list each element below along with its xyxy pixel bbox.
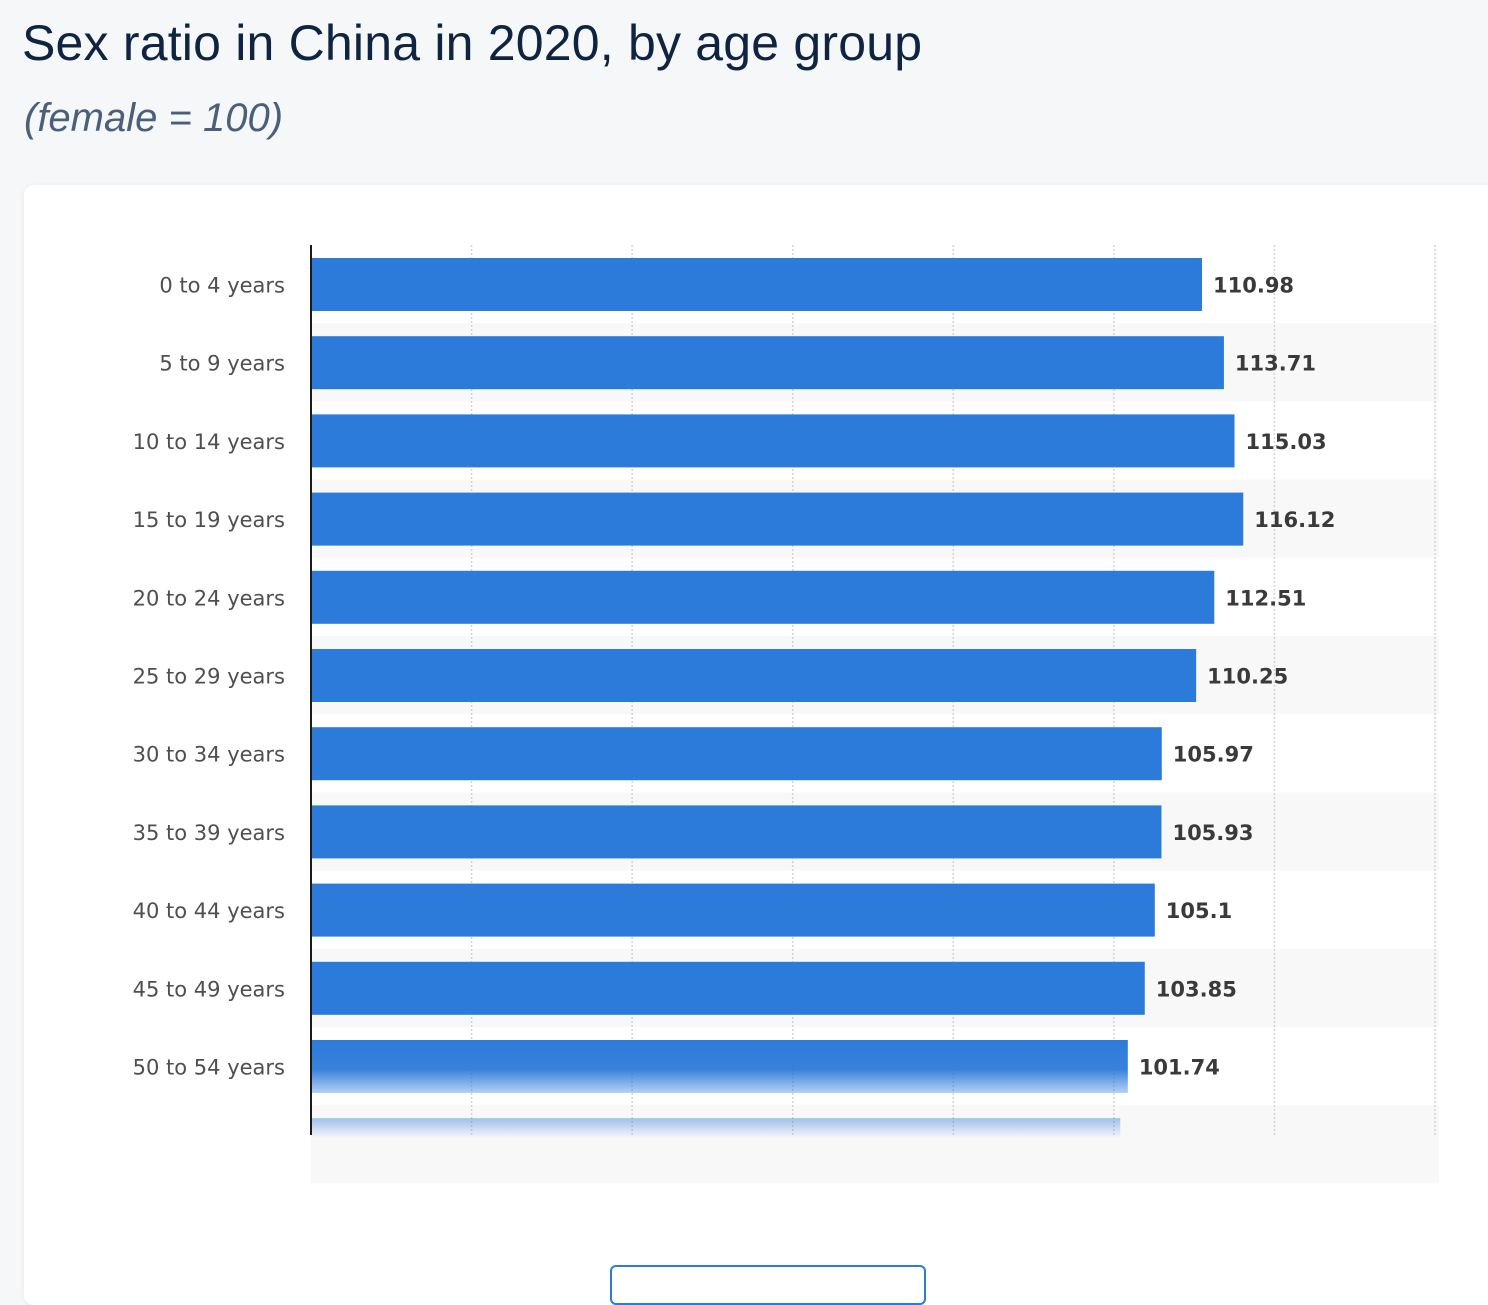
bar	[311, 258, 1203, 311]
bar	[311, 805, 1162, 859]
bar-partial	[311, 1118, 1121, 1139]
value-label: 116.12	[1254, 508, 1335, 532]
category-label: 40 to 44 years	[133, 899, 285, 923]
value-label: 115.03	[1246, 430, 1327, 454]
bar	[311, 570, 1215, 624]
chart-subtitle: (female = 100)	[24, 96, 284, 140]
value-label: 113.71	[1235, 352, 1316, 376]
value-label: 110.98	[1213, 274, 1294, 298]
value-labels: 110.98 113.71 115.03 116.12 112.51 110.25 105.…	[1139, 274, 1335, 1080]
category-label: 25 to 29 years	[133, 665, 285, 689]
category-label: 5 to 9 years	[159, 352, 285, 376]
bar	[311, 727, 1162, 781]
chart-card: 0 to 4 years 5 to 9 years 10 to 14 years 15…	[24, 185, 1488, 1305]
value-label: 101.74	[1139, 1056, 1220, 1080]
bar	[311, 883, 1155, 937]
bar	[311, 492, 1244, 546]
value-label: 105.1	[1166, 899, 1232, 923]
bar	[311, 961, 1145, 1015]
value-label: 105.97	[1173, 743, 1254, 767]
bar-chart: 0 to 4 years 5 to 9 years 10 to 14 years 15…	[133, 245, 1439, 1184]
bar	[311, 649, 1197, 702]
bars	[311, 258, 1244, 1139]
category-label: 20 to 24 years	[133, 586, 285, 610]
category-label: 15 to 19 years	[133, 508, 285, 532]
show-more-button[interactable]	[610, 1265, 926, 1305]
category-label: 35 to 39 years	[133, 821, 285, 845]
category-label: 0 to 4 years	[159, 274, 285, 298]
category-label: 10 to 14 years	[133, 430, 285, 454]
chart-title: Sex ratio in China in 2020, by age group	[22, 15, 923, 71]
category-label: 30 to 34 years	[133, 743, 285, 767]
value-label: 103.85	[1156, 977, 1237, 1001]
row-band	[311, 1105, 1439, 1184]
value-label: 110.25	[1207, 665, 1288, 689]
category-label: 50 to 54 years	[133, 1056, 285, 1080]
category-label: 45 to 49 years	[133, 977, 285, 1001]
value-label: 112.51	[1225, 586, 1306, 610]
bar	[311, 1040, 1128, 1093]
bar	[311, 336, 1224, 390]
bar	[311, 414, 1235, 468]
category-labels: 0 to 4 years 5 to 9 years 10 to 14 years 15…	[133, 274, 285, 1080]
value-label: 105.93	[1172, 821, 1253, 845]
